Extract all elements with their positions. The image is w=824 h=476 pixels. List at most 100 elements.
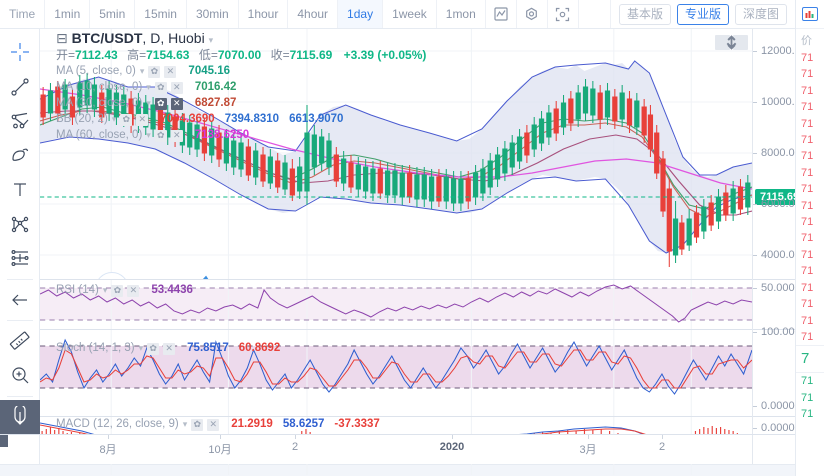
text-icon[interactable]	[0, 173, 40, 207]
pattern-icon[interactable]	[0, 207, 40, 241]
timeframe-5min[interactable]: 5min	[90, 0, 136, 28]
ma10-chevron-down-icon[interactable]: ▾	[146, 82, 151, 92]
ma60-close-icon[interactable]: ✕	[170, 129, 183, 142]
stoch-pane[interactable]: Stoch (14, 1, 3) ▾ ✿ ✕ 75.8517 60.8692	[40, 330, 752, 416]
timeframe-30min[interactable]: 30min	[187, 0, 239, 28]
timeframe-1hour[interactable]: 1hour	[239, 0, 289, 28]
ma5-label: MA (5, close, 0)	[56, 65, 136, 77]
indicator-row-rsi[interactable]: RSI (14) ▾ ✿ ✕ 53.4436	[56, 284, 193, 297]
ruler-icon[interactable]	[0, 324, 40, 358]
axis-tick	[753, 204, 757, 205]
fullscreen-icon[interactable]	[548, 0, 579, 28]
orderbook-ask-row[interactable]: 71	[801, 183, 814, 196]
orderbook-ask-row[interactable]: 71	[801, 166, 814, 179]
time-axis-main[interactable]: 8月 10月 2 2020 3月 2	[40, 435, 752, 464]
orderbook-ask-row[interactable]: 71	[801, 232, 814, 245]
depth-chart-button[interactable]: 深度图	[734, 3, 787, 25]
chevron-down-icon[interactable]: ▾	[208, 35, 214, 45]
indicator-row-bb[interactable]: BB (20, 2) ▾ ✿ ✕ 7004.3690 7394.8310 661…	[56, 113, 426, 126]
symbol-title[interactable]: ⊟ BTC/USDT, D, Huobi ▾	[56, 31, 426, 47]
stoch-chevron-down-icon[interactable]: ▾	[138, 343, 144, 353]
macd-gear-icon[interactable]: ✿	[191, 418, 204, 431]
orderbook-ask-row[interactable]: 71	[801, 199, 814, 212]
orderbook-ask-row[interactable]: 71	[801, 52, 814, 64]
orderbook-bid-row[interactable]: 71	[801, 375, 814, 388]
ma5-close-icon[interactable]: ✕	[164, 65, 177, 78]
timeframe-15min[interactable]: 15min	[135, 0, 187, 28]
pane-separator-1[interactable]	[40, 279, 752, 280]
crosshair-icon[interactable]	[0, 35, 40, 69]
orderbook-ask-row[interactable]: 71	[801, 134, 814, 147]
stoch-gear-icon[interactable]: ✿	[147, 342, 160, 355]
orderbook-ask-row[interactable]: 71	[801, 84, 814, 97]
orderbook-ask-row[interactable]: 71	[801, 101, 814, 114]
price-pane[interactable]: ⊟ BTC/USDT, D, Huobi ▾ 开=7112.43 高=7154.…	[40, 29, 752, 279]
magnifier-plus-icon[interactable]	[0, 358, 40, 392]
orderbook-bid-row[interactable]: 71	[801, 391, 814, 404]
rsi-close-icon[interactable]: ✕	[127, 284, 140, 297]
indicator-row-ma5[interactable]: MA (5, close, 0) ▾ ✿ ✕ 7045.16	[56, 65, 426, 78]
indicator-row-stoch[interactable]: Stoch (14, 1, 3) ▾ ✿ ✕ 75.8517 60.8692	[56, 342, 280, 355]
macd-value: 21.2919	[231, 418, 273, 430]
stoch-close-icon[interactable]: ✕	[163, 342, 176, 355]
orderbook-ask-row[interactable]: 71	[801, 265, 814, 278]
depth-chart-icon[interactable]	[802, 7, 818, 21]
pane-separator-2[interactable]	[40, 329, 752, 330]
rsi-gear-icon[interactable]: ✿	[111, 284, 124, 297]
rsi-pane[interactable]: RSI (14) ▾ ✿ ✕ 53.4436	[40, 280, 752, 329]
ma10-close-icon[interactable]: ✕	[170, 81, 183, 94]
stoch-d-value: 60.8692	[238, 342, 281, 354]
orderbook-ask-row[interactable]: 71	[801, 248, 814, 261]
macd-legend: MACD (12, 26, close, 9) ▾ ✿ ✕ 21.2919 58…	[56, 418, 380, 431]
ma5-gear-icon[interactable]: ✿	[148, 65, 161, 78]
ma30-close-icon[interactable]: ✕	[170, 97, 183, 110]
bb-close-icon[interactable]: ✕	[136, 113, 149, 126]
chart-panes[interactable]: ⊟ BTC/USDT, D, Huobi ▾ 开=7112.43 高=7154.…	[40, 29, 752, 475]
rsi-chevron-down-icon[interactable]: ▾	[102, 285, 108, 295]
pro-version-button[interactable]: 专业版	[676, 3, 729, 25]
indicator-icon[interactable]	[486, 0, 517, 28]
ma30-chevron-down-icon[interactable]: ▾	[146, 98, 151, 108]
ma10-gear-icon[interactable]: ✿	[154, 81, 167, 94]
orderbook-ask-row[interactable]: 71	[801, 330, 814, 343]
orderbook-ask-row[interactable]: 71	[801, 150, 814, 163]
timeframe-1day[interactable]: 1day	[338, 0, 384, 28]
orderbook-ask-row[interactable]: 71	[801, 68, 814, 81]
time-axis[interactable]: 8月 10月 2 2020 3月 2	[0, 434, 824, 464]
indicator-row-ma60[interactable]: MA (60, close, 0) ▾ ✿ ✕ 7138.6250	[56, 129, 426, 142]
timeframe-1min[interactable]: 1min	[45, 0, 91, 28]
pitchfork-icon[interactable]	[0, 104, 40, 138]
basic-version-button[interactable]: 基本版	[618, 3, 671, 25]
timeframe-4hour[interactable]: 4hour	[288, 0, 339, 28]
bb-gear-icon[interactable]: ✿	[120, 113, 133, 126]
gann-box-icon[interactable]	[0, 241, 40, 275]
orderbook-ask-row[interactable]: 71	[801, 298, 814, 311]
ma30-gear-icon[interactable]: ✿	[154, 97, 167, 110]
orderbook-ask-row[interactable]: 71	[801, 314, 814, 327]
settings-icon[interactable]	[517, 0, 548, 28]
ma5-chevron-down-icon[interactable]: ▾	[139, 66, 145, 76]
orderbook-panel[interactable]: 价 71 71 71 71 71 71 71 71 71 71 71 71 71…	[795, 0, 824, 476]
axis-tick	[753, 288, 757, 289]
orderbook-ask-row[interactable]: 71	[801, 117, 814, 130]
indicator-row-ma30[interactable]: MA (30, close, 0) ▾ ✿ ✕ 6827.87	[56, 97, 426, 110]
indicator-row-ma10[interactable]: MA (10, close, 0) ▾ ✿ ✕ 7016.42	[56, 81, 426, 94]
orderbook-ask-row[interactable]: 71	[801, 281, 814, 294]
orderbook-bid-row[interactable]: 71	[801, 408, 814, 421]
pane-separator-3[interactable]	[40, 416, 752, 417]
resize-icon[interactable]	[727, 35, 748, 50]
ma60-gear-icon[interactable]: ✿	[154, 129, 167, 142]
timeframe-1mon[interactable]: 1mon	[437, 0, 486, 28]
macd-close-icon[interactable]: ✕	[207, 418, 220, 431]
brush-icon[interactable]	[0, 138, 40, 172]
bb-chevron-down-icon[interactable]: ▾	[111, 114, 117, 124]
indicator-row-macd[interactable]: MACD (12, 26, close, 9) ▾ ✿ ✕ 21.2919 58…	[56, 418, 380, 431]
ma60-chevron-down-icon[interactable]: ▾	[146, 130, 151, 140]
timeframe-1week[interactable]: 1week	[383, 0, 437, 28]
trend-line-icon[interactable]	[0, 69, 40, 103]
orderbook-ask-row[interactable]: 71	[801, 216, 814, 229]
toolbar-spacer	[579, 0, 611, 28]
arrow-left-icon[interactable]	[0, 283, 40, 317]
magnet-icon[interactable]	[0, 399, 40, 434]
macd-chevron-down-icon[interactable]: ▾	[182, 419, 188, 429]
